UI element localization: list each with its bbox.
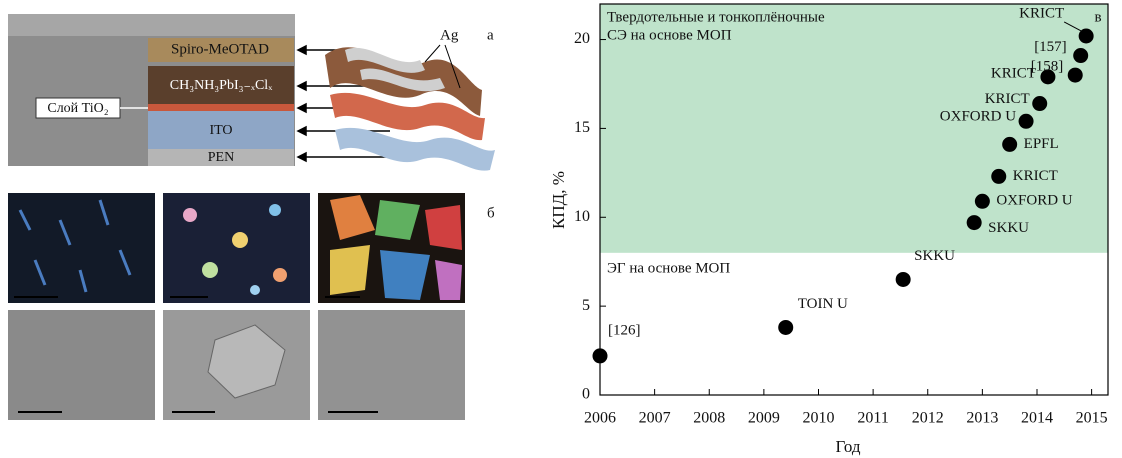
data-point	[896, 272, 911, 287]
layer-label: Spiro-MeOTAD	[171, 41, 269, 57]
x-tick-label: 2014	[1021, 410, 1053, 427]
y-tick-label: 20	[574, 30, 590, 47]
region-label: ЭГ на основе МОП	[607, 260, 730, 276]
x-tick-label: 2006	[584, 410, 616, 427]
point-label: KRICT	[1013, 168, 1058, 184]
layer-label: ITO	[209, 123, 232, 138]
x-tick-label: 2011	[857, 410, 888, 427]
y-tick-label: 15	[574, 119, 590, 136]
point-label: KRICT	[991, 65, 1036, 81]
chart: Твердотельные и тонкоплёночные СЭ на осно…	[574, 4, 1108, 427]
data-point	[1068, 68, 1083, 83]
data-point	[975, 194, 990, 209]
data-point	[593, 348, 608, 363]
layer-label: Слой TiO₂	[47, 101, 108, 116]
figure: Spiro-MeOTAD CH₃NH₃PbI₃₋ₓClₓ Слой TiO₂ I…	[0, 0, 1122, 458]
x-tick-label: 2013	[966, 410, 998, 427]
point-label: [157]	[1034, 39, 1067, 55]
point-label: [126]	[608, 322, 641, 338]
panel-letter: б	[487, 205, 495, 221]
region-label: Твердотельные и тонкоплёночные	[607, 9, 825, 25]
data-point	[1019, 114, 1034, 129]
page: {"panel_a": {"layers": ["Spiro-MeOTAD", …	[0, 0, 1122, 458]
point-label: [158]	[1031, 59, 1064, 75]
data-point	[1032, 96, 1047, 111]
panel-letter: а	[487, 27, 494, 43]
micrographs	[8, 193, 465, 420]
data-point	[778, 320, 793, 335]
layer-label: PEN	[208, 150, 234, 165]
y-tick-label: 0	[582, 386, 590, 403]
sem-top	[8, 14, 295, 36]
y-tick-label: 5	[582, 297, 590, 314]
x-tick-label: 2008	[693, 410, 725, 427]
data-point	[1002, 137, 1017, 152]
x-tick-label: 2009	[748, 410, 780, 427]
point-label: KRICT	[985, 91, 1030, 107]
electrode-label: Ag	[440, 27, 459, 43]
point-label: OXFORD U	[996, 193, 1072, 209]
point-label: SKKU	[988, 220, 1029, 236]
point-label: EPFL	[1024, 136, 1059, 152]
data-point	[1073, 48, 1088, 63]
x-tick-label: 2007	[639, 410, 671, 427]
point-label: KRICT	[1019, 5, 1064, 21]
x-tick-label: 2010	[802, 410, 834, 427]
point-label: SKKU	[914, 248, 955, 264]
point-label: TOIN U	[798, 296, 848, 312]
panel-letter: в	[1094, 9, 1101, 25]
point-label: OXFORD U	[940, 109, 1016, 125]
layer-tio2	[148, 104, 294, 111]
x-tick-label: 2012	[912, 410, 944, 427]
x-axis-label: Год	[836, 437, 861, 456]
data-point	[967, 215, 982, 230]
data-point	[991, 169, 1006, 184]
x-tick-label: 2015	[1076, 410, 1108, 427]
flexible-device	[325, 45, 495, 171]
layer-label: CH₃NH₃PbI₃₋ₓClₓ	[170, 78, 273, 93]
y-tick-label: 10	[574, 208, 590, 225]
y-axis-label: КПД, %	[549, 171, 568, 229]
region-label: СЭ на основе МОП	[607, 27, 732, 43]
